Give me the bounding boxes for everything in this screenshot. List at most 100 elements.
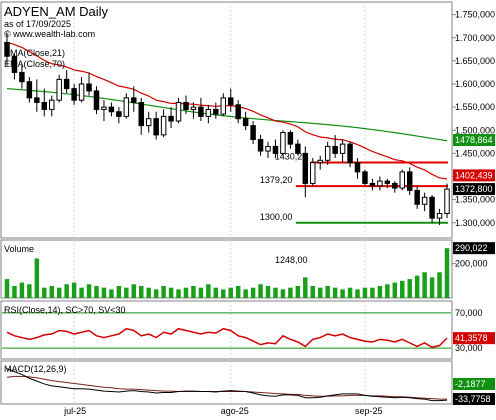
level-label: 1300,00: [260, 212, 293, 222]
ema21-value-tag: 1402,439: [455, 170, 493, 180]
candle-body: [272, 145, 279, 154]
level-label: 1379,20: [260, 175, 293, 185]
candle-body: [377, 180, 383, 187]
ema70-value-tag-bg: [453, 134, 495, 147]
close-value-tag: 1372,800: [455, 184, 493, 194]
volume-bar: [79, 287, 84, 298]
volume-bar: [422, 272, 427, 298]
plot-layers: 1.750,000 1.700,000 1.650,000 1.600,000 1.55…: [2, 10, 495, 416]
volume-bar: [206, 284, 211, 298]
candle-body: [257, 139, 264, 152]
macd-value-tag-bg: [453, 378, 495, 390]
candle-body: [347, 143, 353, 164]
candle-body: [41, 102, 48, 110]
volume-bar: [265, 285, 271, 298]
candle-body: [220, 97, 227, 115]
candle-body: [406, 171, 413, 191]
volume-bar: [153, 289, 159, 298]
volume-bar: [414, 275, 420, 298]
candle-body: [280, 132, 286, 154]
price-tick-label: 1.650,000: [455, 56, 495, 66]
volume-bar: [303, 277, 308, 298]
candle-body: [19, 71, 25, 83]
candle-body: [93, 90, 100, 110]
volume-bar: [221, 289, 226, 298]
rsi-value-tag-bg: [453, 332, 495, 345]
candle-body: [332, 145, 338, 154]
price-tick-label: 1.700,000: [455, 33, 495, 43]
volume-bar: [310, 285, 315, 298]
volume-bar: [280, 289, 286, 298]
volume-bar: [94, 285, 99, 298]
candle-body: [235, 104, 241, 120]
candle-body: [56, 78, 62, 101]
volume-bar: [370, 287, 375, 298]
volume-bar: [139, 285, 144, 298]
candle-body: [302, 152, 309, 184]
candle-body: [183, 102, 189, 110]
volume-bar: [332, 287, 338, 298]
volume-bar: [317, 287, 323, 298]
candle-body: [108, 106, 115, 113]
chart-title: ADYEN_AM Daily: [4, 4, 109, 19]
candle-body: [444, 188, 450, 215]
rsi-tick-label: 70,000: [455, 308, 483, 318]
level-label: 1430,20: [275, 152, 308, 162]
x-tick-label: ago-25: [221, 406, 249, 416]
candle-body: [4, 41, 10, 57]
volume-bar: [213, 287, 219, 298]
source-watermark: © www.wealth-lab.com: [4, 29, 95, 39]
candle-body: [339, 143, 346, 154]
volume-bar: [12, 285, 17, 298]
volume-bar: [325, 285, 330, 298]
volume-bar: [407, 279, 412, 298]
rsi-value-tag: 41,3578: [455, 333, 488, 343]
macd-line: [6, 368, 448, 402]
volume-bar: [250, 287, 256, 298]
candle-body: [429, 196, 435, 219]
candle-body: [265, 145, 271, 152]
candle-body: [190, 106, 197, 110]
ema70-value-tag: 1478,864: [455, 135, 493, 145]
candle-body: [123, 97, 130, 117]
candle-body: [175, 102, 182, 122]
volume-bar: [228, 287, 233, 298]
candle-body: [392, 182, 398, 189]
volume-bar: [42, 287, 47, 298]
candle-body: [49, 99, 55, 110]
price-tick-label: 1.750,000: [455, 10, 495, 20]
candle-body: [287, 132, 294, 145]
volume-bar: [191, 285, 196, 298]
volume-bar: [109, 289, 114, 298]
price-tick-label: 1.550,000: [455, 102, 495, 112]
candle-body: [86, 83, 92, 92]
volume-bar: [392, 282, 398, 298]
rsi-tick-label: 30,000: [455, 343, 483, 353]
volume-value-tag-bg: [453, 242, 495, 255]
volume-bar: [258, 284, 263, 298]
volume-bar: [176, 289, 181, 298]
volume-bar: [86, 284, 92, 298]
volume-bar: [362, 287, 368, 298]
volume-bar: [4, 279, 10, 298]
volume-bar: [19, 282, 25, 298]
candle-body: [101, 106, 107, 110]
volume-bar: [273, 287, 278, 298]
legend-macd: MACD(12,26,9): [4, 364, 67, 374]
candle-body: [295, 143, 301, 154]
volume-bar: [116, 285, 122, 298]
volume-bar: [64, 284, 69, 298]
candle-body: [205, 108, 212, 117]
candle-body: [198, 106, 204, 117]
volume-bar: [385, 284, 390, 298]
volume-bar: [429, 277, 435, 298]
candle-body: [26, 81, 33, 99]
candle-body: [369, 182, 376, 187]
candle-body: [421, 196, 428, 205]
volume-bar: [377, 285, 383, 298]
x-tick-label: jul-25: [63, 406, 86, 416]
signal-value-tag-bg: [453, 393, 495, 405]
legend-ema70: EMA(Close,70): [4, 59, 65, 69]
candle-body: [153, 118, 159, 136]
volume-bar: [444, 248, 450, 298]
